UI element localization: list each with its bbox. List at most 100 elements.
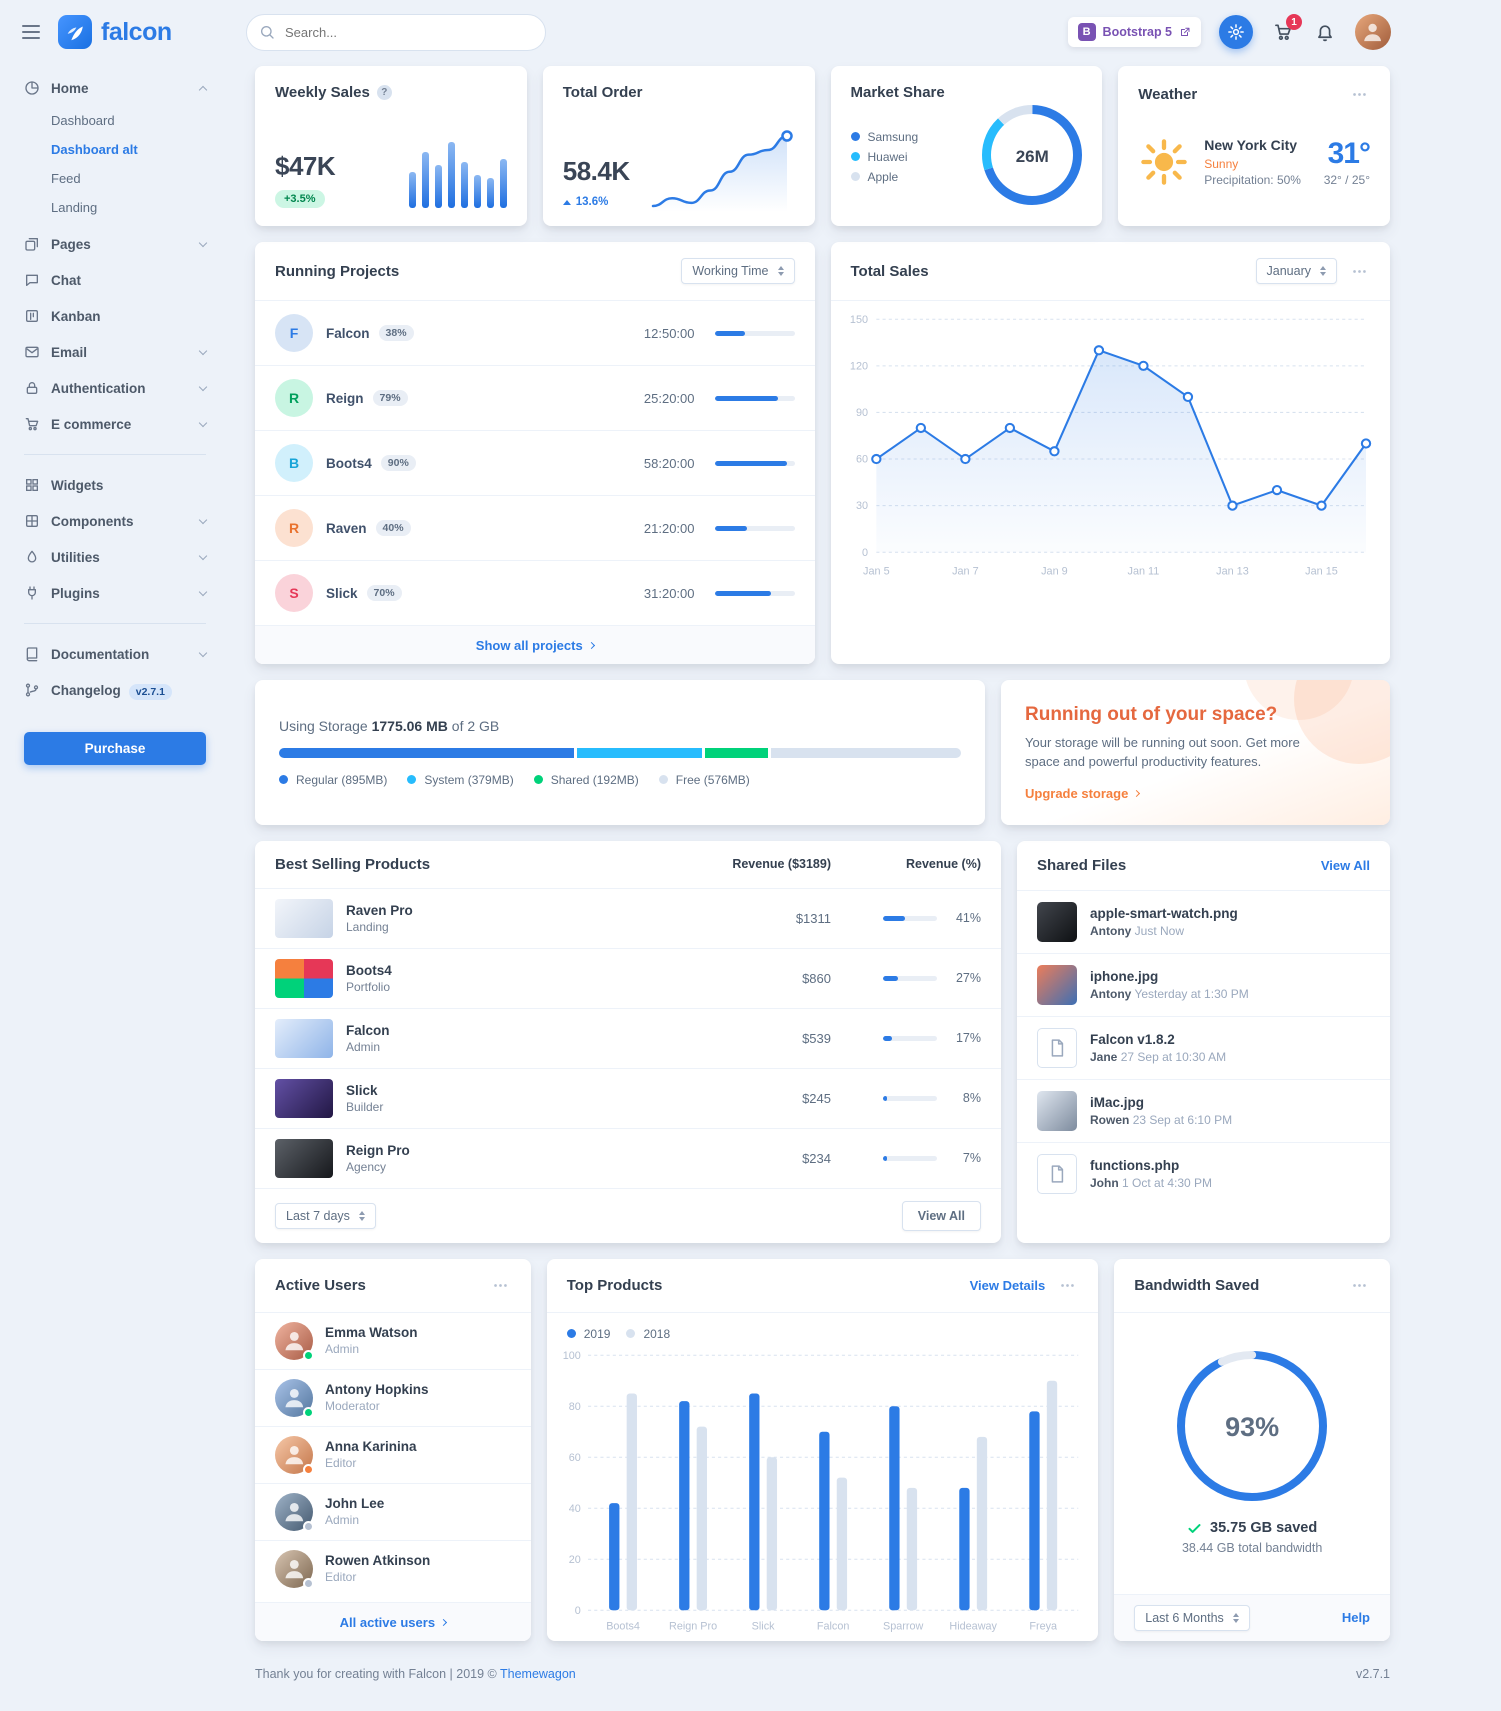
svg-text:Jan 7: Jan 7: [952, 566, 979, 578]
view-details-link[interactable]: View Details: [969, 1277, 1046, 1293]
product-name-link[interactable]: Raven Pro: [346, 902, 413, 918]
project-progress-bar: [714, 460, 795, 466]
sidebar-item-label: Email: [51, 344, 88, 360]
search-input[interactable]: [246, 13, 546, 51]
show-all-projects-link[interactable]: Show all projects: [476, 638, 595, 653]
cart-button[interactable]: 1: [1271, 14, 1302, 44]
sidebar-item-home[interactable]: Home: [24, 70, 208, 106]
sidebar-item-dashboard[interactable]: Dashboard: [24, 106, 206, 135]
version-badge: v2.7.1: [128, 683, 172, 700]
project-name-link[interactable]: Slick: [326, 585, 358, 601]
bandwidth-saved-card: Bandwidth Saved 93% 35.75 GB saved 38.44…: [1114, 1258, 1390, 1641]
sidebar-item-widgets[interactable]: Widgets: [24, 467, 206, 503]
project-name-link[interactable]: Boots4: [326, 455, 372, 471]
search-icon: [259, 24, 275, 40]
product-name-link[interactable]: Falcon: [346, 1022, 390, 1038]
purchase-button[interactable]: Purchase: [24, 732, 206, 765]
user-name-link[interactable]: John Lee: [325, 1496, 385, 1512]
falcon-logo[interactable]: falcon: [58, 15, 230, 49]
file-name-link[interactable]: apple-smart-watch.png: [1090, 905, 1238, 921]
sidebar-item-feed[interactable]: Feed: [24, 164, 206, 193]
file-name-link[interactable]: iphone.jpg: [1090, 968, 1159, 984]
upgrade-storage-link[interactable]: Upgrade storage: [1025, 786, 1366, 801]
list-item: Falcon v1.8.2 Jane 27 Sep at 10:30 AM: [1017, 1015, 1390, 1079]
hamburger-menu-icon[interactable]: [20, 23, 42, 41]
user-name-link[interactable]: Rowen Atkinson: [325, 1553, 431, 1569]
sidebar-item-landing[interactable]: Landing: [24, 193, 206, 222]
file-name-link[interactable]: Falcon v1.8.2: [1090, 1031, 1175, 1047]
help-icon[interactable]: ?: [376, 85, 392, 100]
sidebar-item-documentation[interactable]: Documentation: [24, 636, 208, 672]
weather-menu-button[interactable]: [1349, 84, 1370, 105]
user-name-link[interactable]: Anna Karinina: [325, 1439, 417, 1455]
bandwidth-menu-button[interactable]: [1349, 1275, 1370, 1296]
product-name-link[interactable]: Reign Pro: [346, 1142, 410, 1158]
project-name-link[interactable]: Reign: [326, 390, 364, 406]
sidebar-item-label: Home: [51, 80, 89, 96]
all-active-users-link[interactable]: All active users: [340, 1615, 448, 1630]
total-sales-menu-button[interactable]: [1349, 261, 1370, 282]
envelope-icon: [24, 344, 40, 360]
project-time: 58:20:00: [643, 455, 695, 471]
user-role: Moderator: [325, 1399, 380, 1414]
total-order-card: Total Order 58.4K 13.6%: [542, 66, 815, 226]
product-name-link[interactable]: Slick: [346, 1082, 378, 1098]
sidebar-item-email[interactable]: Email: [24, 334, 208, 370]
sidebar-item-plugins[interactable]: Plugins: [24, 575, 208, 611]
user-avatar[interactable]: [1355, 14, 1391, 50]
sidebar-item-chat[interactable]: Chat: [24, 262, 206, 298]
file-icon: [1037, 1027, 1077, 1068]
sidebar-item-components[interactable]: Components: [24, 503, 208, 539]
table-row: Boots4 Portfolio $860 27%: [255, 947, 1001, 1008]
working-time-select[interactable]: Working Time: [681, 258, 795, 284]
user-name-link[interactable]: Emma Watson: [325, 1325, 418, 1341]
top-products-menu-button[interactable]: [1057, 1275, 1078, 1296]
sidebar-item-changelog[interactable]: Changelog v2.7.1: [24, 672, 206, 708]
file-name-link[interactable]: functions.php: [1090, 1157, 1180, 1173]
sidebar-divider: [24, 623, 206, 624]
settings-button[interactable]: [1219, 15, 1253, 49]
project-initial-badge: F: [275, 314, 313, 352]
file-name-link[interactable]: iMac.jpg: [1090, 1094, 1145, 1110]
chevron-down-icon: [198, 418, 208, 427]
status-dot: [303, 1349, 314, 1361]
project-row: R Raven 40% 21:20:00: [255, 495, 815, 560]
project-percent-badge: 90%: [380, 455, 416, 471]
sidebar-item-ecommerce[interactable]: E commerce: [24, 406, 208, 442]
sidebar-item-utilities[interactable]: Utilities: [24, 539, 208, 575]
legend-item: Samsung: [850, 130, 918, 144]
legend-dot: [658, 775, 668, 785]
view-all-button[interactable]: View All: [901, 1200, 981, 1231]
avatar: [275, 1435, 314, 1475]
file-timestamp: Just Now: [1134, 923, 1185, 938]
user-name-link[interactable]: Antony Hopkins: [325, 1382, 429, 1398]
card-title: Running Projects: [275, 262, 400, 280]
list-item: John Lee Admin: [255, 1482, 531, 1540]
bandwidth-saved-label: 35.75 GB saved: [1187, 1520, 1317, 1536]
grid-icon: [24, 477, 40, 493]
revenue-percent-bar: [883, 1035, 937, 1041]
shared-files-view-all-link[interactable]: View All: [1320, 857, 1370, 873]
bandwidth-total-label: 38.44 GB total bandwidth: [1181, 1541, 1323, 1556]
market-share-donut-chart: 26M: [982, 105, 1083, 208]
month-select[interactable]: January: [1255, 258, 1337, 284]
project-name-link[interactable]: Falcon: [326, 325, 370, 341]
file-timestamp: 23 Sep at 6:10 PM: [1132, 1112, 1233, 1127]
product-name-link[interactable]: Boots4: [346, 962, 392, 978]
sidebar-item-dashboard-alt[interactable]: Dashboard alt: [24, 135, 206, 164]
period-select[interactable]: Last 6 Months: [1134, 1604, 1250, 1631]
active-users-menu-button[interactable]: [490, 1275, 511, 1296]
svg-text:Hideaway: Hideaway: [949, 1620, 997, 1632]
notifications-button[interactable]: [1313, 20, 1337, 44]
date-range-select[interactable]: Last 7 days: [275, 1202, 376, 1229]
sidebar-item-pages[interactable]: Pages: [24, 226, 208, 262]
svg-text:100: 100: [562, 1350, 580, 1362]
bootstrap-badge[interactable]: B Bootstrap 5: [1067, 17, 1201, 47]
help-link[interactable]: Help: [1341, 1610, 1370, 1626]
total-order-change-badge: 13.6%: [562, 196, 608, 208]
sidebar-item-authentication[interactable]: Authentication: [24, 370, 208, 406]
sidebar-item-kanban[interactable]: Kanban: [24, 298, 206, 334]
person-icon: [281, 1384, 308, 1411]
falcon-logo-text: falcon: [101, 17, 172, 46]
project-name-link[interactable]: Raven: [326, 520, 367, 536]
